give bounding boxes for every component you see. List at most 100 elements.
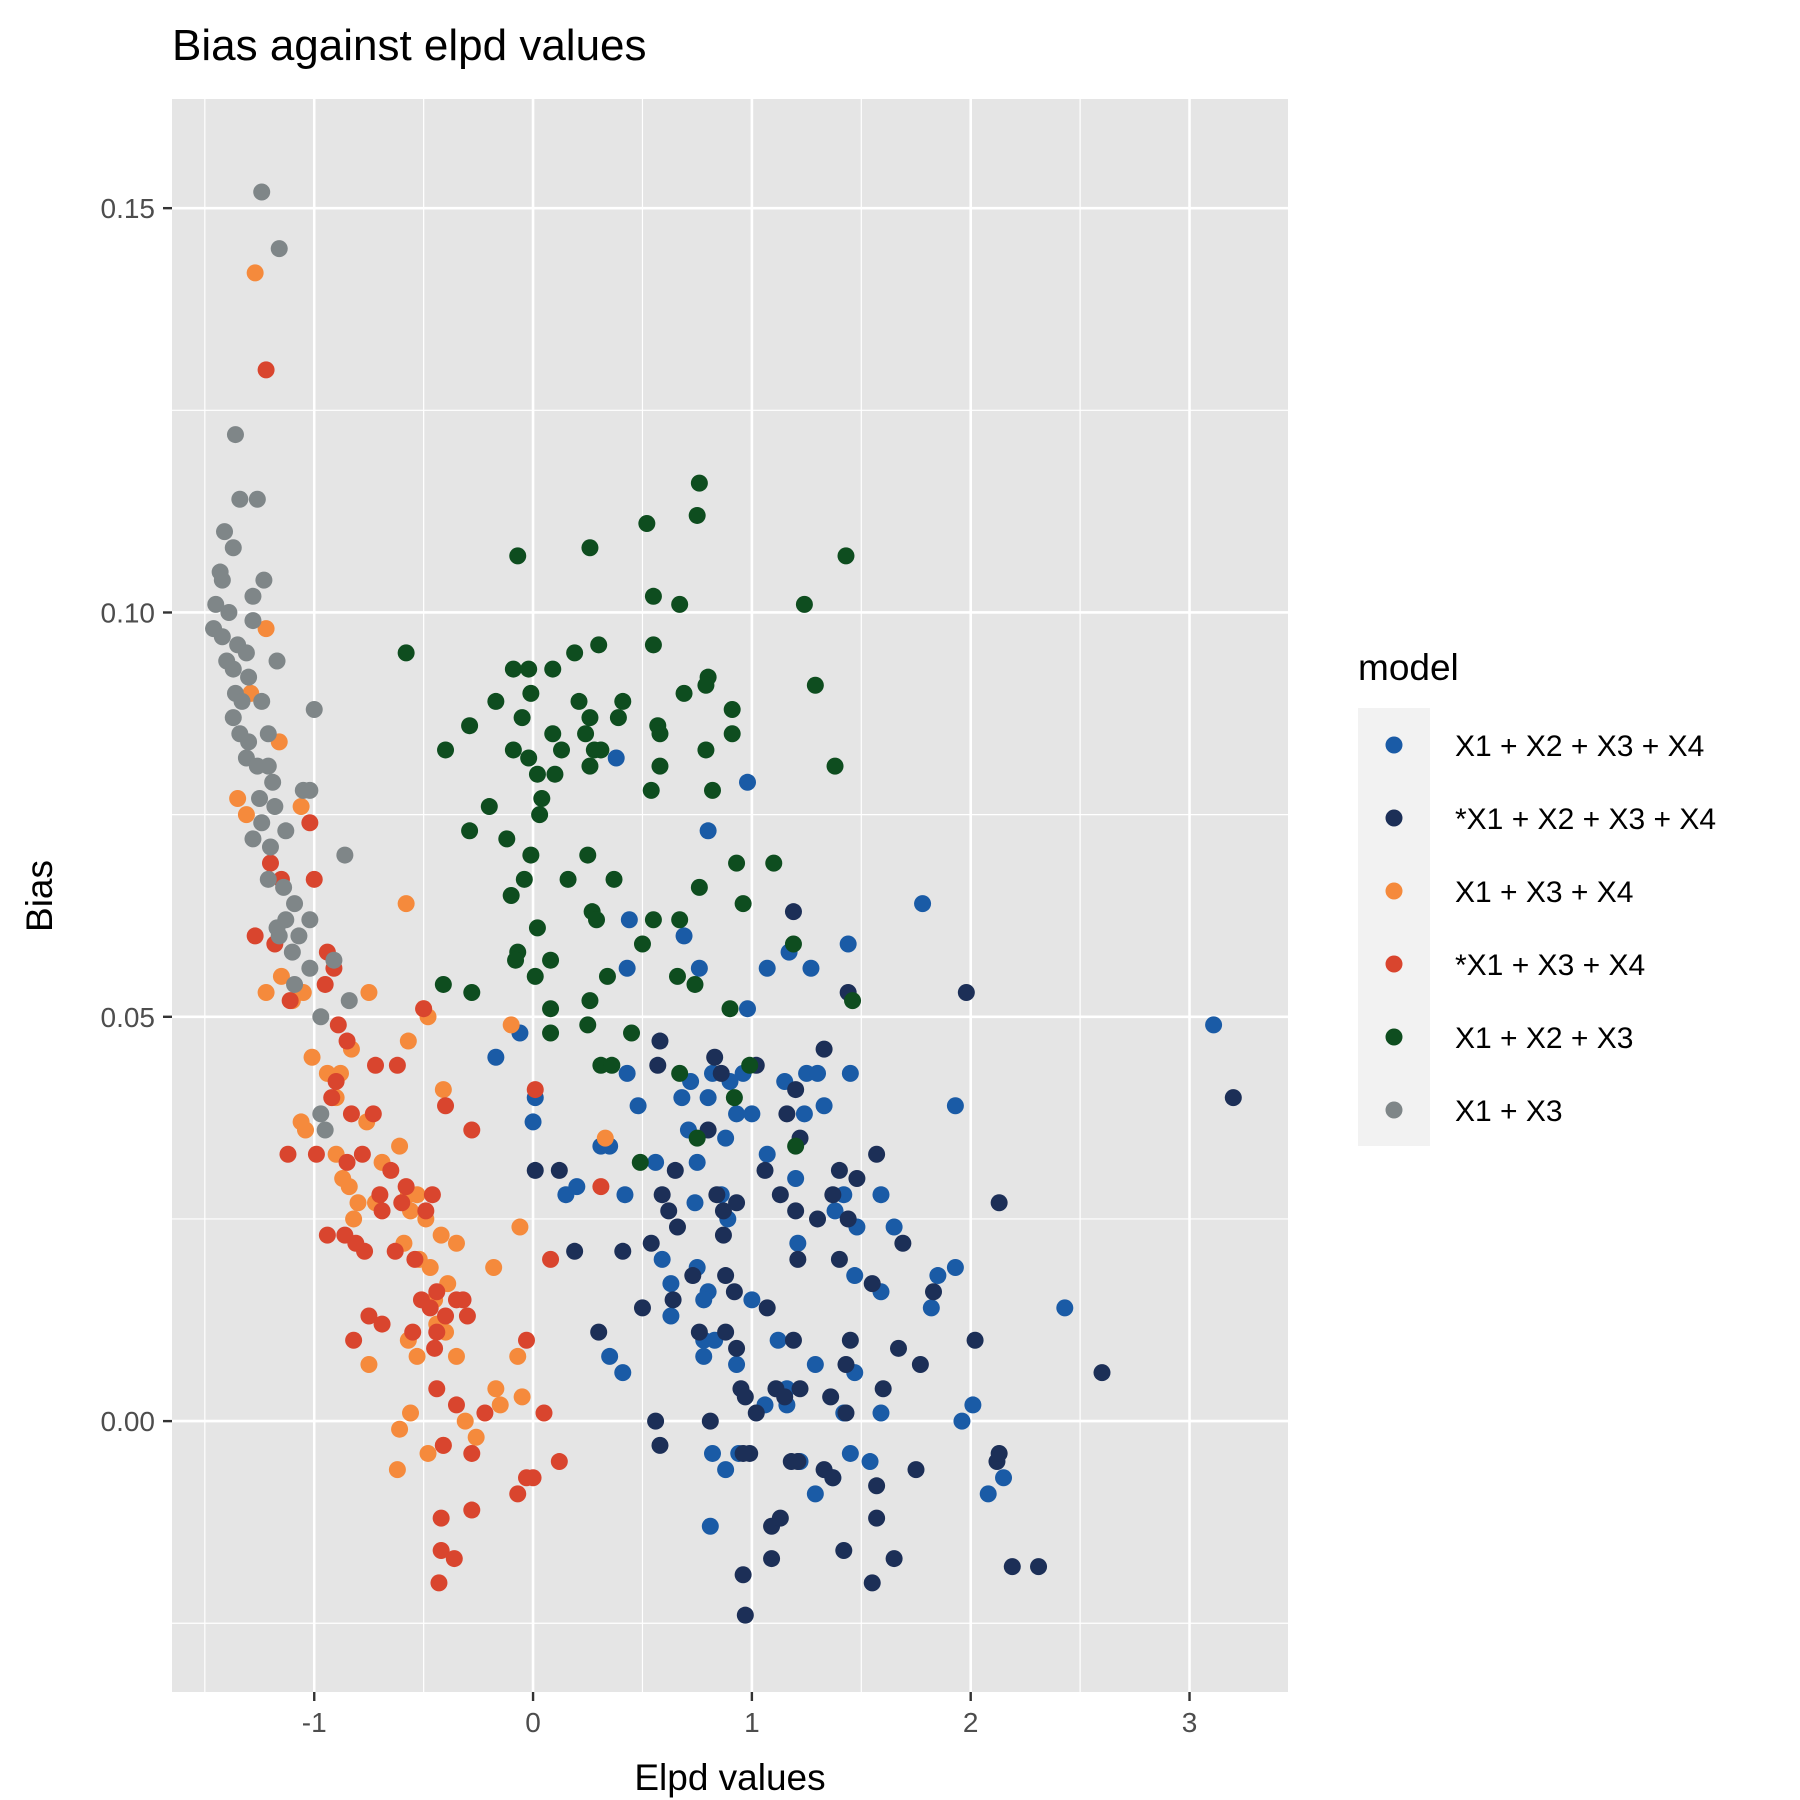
legend-label: X1 + X2 + X3 + X4 bbox=[1455, 730, 1704, 763]
data-point bbox=[642, 781, 660, 799]
data-point bbox=[666, 1161, 684, 1179]
x-tick-label: 0 bbox=[525, 1707, 541, 1738]
data-point bbox=[491, 1396, 509, 1414]
data-point bbox=[743, 1291, 761, 1309]
data-point bbox=[922, 1299, 940, 1317]
data-point bbox=[651, 757, 669, 775]
data-point bbox=[458, 1307, 476, 1325]
data-point bbox=[649, 1056, 667, 1074]
data-point bbox=[668, 1218, 686, 1236]
data-point bbox=[874, 1380, 892, 1398]
data-point bbox=[736, 1388, 754, 1406]
data-point bbox=[542, 1000, 560, 1018]
data-point bbox=[758, 959, 776, 977]
data-point bbox=[925, 1283, 943, 1301]
legend-item: X1 + X2 + X3 + X4 bbox=[1385, 730, 1704, 763]
legend-label: *X1 + X3 + X4 bbox=[1455, 949, 1645, 982]
data-point bbox=[367, 1056, 385, 1074]
data-point bbox=[990, 1194, 1008, 1212]
data-point bbox=[695, 1347, 713, 1365]
data-point bbox=[373, 1202, 391, 1220]
legend-item: *X1 + X3 + X4 bbox=[1385, 949, 1645, 982]
data-point bbox=[360, 1307, 378, 1325]
data-point bbox=[513, 1388, 531, 1406]
data-point bbox=[224, 539, 242, 557]
data-point bbox=[1056, 1299, 1074, 1317]
series-points bbox=[397, 474, 862, 1171]
data-point bbox=[266, 798, 284, 816]
data-point bbox=[550, 1161, 568, 1179]
data-point bbox=[272, 967, 290, 985]
data-point bbox=[872, 1404, 890, 1422]
data-point bbox=[437, 1307, 455, 1325]
data-point bbox=[894, 1234, 912, 1252]
data-point bbox=[463, 1501, 481, 1519]
data-point bbox=[826, 757, 844, 775]
data-point bbox=[246, 264, 264, 282]
data-point bbox=[662, 1275, 680, 1293]
data-point bbox=[644, 636, 662, 654]
data-point bbox=[463, 1121, 481, 1139]
data-point bbox=[723, 701, 741, 719]
data-point bbox=[213, 571, 231, 589]
data-point bbox=[734, 895, 752, 913]
data-point bbox=[415, 1000, 433, 1018]
data-point bbox=[830, 1250, 848, 1268]
data-point bbox=[345, 1331, 363, 1349]
data-point bbox=[338, 1153, 356, 1171]
data-point bbox=[957, 984, 975, 1002]
data-point bbox=[307, 1145, 325, 1163]
legend-label: *X1 + X2 + X3 + X4 bbox=[1455, 803, 1716, 836]
legend-key bbox=[1385, 809, 1403, 827]
data-point bbox=[631, 1153, 649, 1171]
data-point bbox=[461, 717, 479, 735]
data-point bbox=[979, 1485, 997, 1503]
data-point bbox=[728, 854, 746, 872]
data-point bbox=[391, 1420, 409, 1438]
data-point bbox=[787, 1137, 805, 1155]
data-point bbox=[633, 1299, 651, 1317]
data-point bbox=[747, 1404, 765, 1422]
data-point bbox=[434, 1081, 452, 1099]
data-point bbox=[566, 1242, 584, 1260]
data-point bbox=[498, 830, 516, 848]
data-point bbox=[806, 1485, 824, 1503]
data-point bbox=[708, 1186, 726, 1204]
data-point bbox=[286, 975, 304, 993]
data-point bbox=[524, 1469, 542, 1487]
data-point bbox=[445, 1550, 463, 1568]
data-point bbox=[393, 1194, 411, 1212]
data-point bbox=[911, 1356, 929, 1374]
data-point bbox=[281, 992, 299, 1010]
data-point bbox=[286, 895, 304, 913]
data-point bbox=[787, 1170, 805, 1188]
data-point bbox=[544, 660, 562, 678]
data-point bbox=[428, 1323, 446, 1341]
data-point bbox=[502, 887, 520, 904]
data-point bbox=[872, 1186, 890, 1204]
data-point bbox=[736, 1606, 754, 1624]
legend-items: X1 + X2 + X3 + X4 *X1 + X2 + X3 + X4 X1 + … bbox=[1385, 730, 1716, 1128]
data-point bbox=[841, 1444, 859, 1462]
data-point bbox=[253, 183, 271, 201]
data-point bbox=[703, 1444, 721, 1462]
data-point bbox=[259, 725, 277, 743]
data-point bbox=[806, 676, 824, 694]
data-point bbox=[566, 644, 584, 662]
data-point bbox=[397, 895, 415, 913]
data-point bbox=[885, 1218, 903, 1236]
data-point bbox=[301, 911, 319, 929]
data-point bbox=[671, 595, 689, 613]
data-point bbox=[728, 1194, 746, 1212]
data-point bbox=[703, 781, 721, 799]
y-tick-label: 0.15 bbox=[101, 193, 156, 224]
plot-panel bbox=[172, 99, 1288, 1692]
data-point bbox=[596, 1129, 614, 1147]
data-point bbox=[675, 927, 693, 945]
data-point bbox=[824, 1186, 842, 1204]
data-point bbox=[526, 1081, 544, 1099]
data-point bbox=[237, 644, 255, 662]
series-points bbox=[205, 183, 358, 1139]
data-point bbox=[784, 903, 802, 921]
